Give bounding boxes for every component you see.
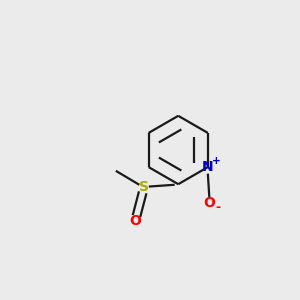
- Text: +: +: [212, 156, 220, 166]
- Text: -: -: [215, 201, 220, 214]
- Text: O: O: [203, 196, 215, 210]
- Text: O: O: [129, 214, 141, 228]
- Text: S: S: [139, 180, 149, 194]
- Text: N: N: [202, 160, 214, 174]
